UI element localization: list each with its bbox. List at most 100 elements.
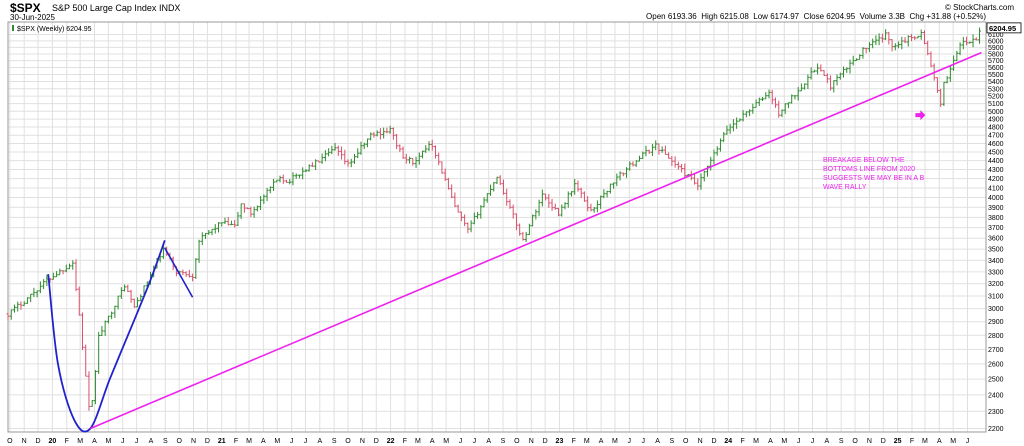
price-bar — [100, 326, 104, 337]
price-bar — [527, 223, 531, 236]
price-bar — [608, 183, 612, 194]
price-bar — [132, 298, 136, 308]
price-bar — [764, 92, 768, 100]
price-bar — [265, 187, 269, 202]
y-tick-label: 2800 — [988, 333, 1004, 340]
price-bar — [576, 180, 580, 192]
price-bar — [699, 173, 703, 190]
price-bar — [343, 149, 347, 165]
price-bar — [961, 37, 965, 50]
x-tick-label: S — [332, 438, 337, 445]
y-tick-label: 4100 — [988, 185, 1004, 192]
high-label: High — [701, 12, 718, 21]
price-bar — [573, 178, 577, 195]
price-bar — [262, 194, 266, 204]
price-bar — [757, 97, 761, 106]
price-bar — [748, 109, 752, 117]
price-bar — [615, 173, 619, 187]
price-bar — [472, 212, 476, 225]
price-bar — [582, 191, 586, 202]
price-bar — [330, 145, 334, 155]
price-bar — [126, 284, 130, 293]
x-tick-label: M — [922, 438, 928, 445]
price-bar — [25, 297, 29, 304]
price-bar — [602, 189, 606, 199]
price-bar — [123, 284, 127, 292]
x-tick-label: N — [529, 438, 534, 445]
price-bar — [968, 41, 972, 44]
price-bar — [51, 272, 55, 280]
y-tick-label: 3500 — [988, 247, 1004, 254]
annotation-note: BREAKAGE BELOW THE BOTTOMS LINE FROM 2020… — [823, 157, 925, 191]
x-tick-label: A — [655, 438, 660, 445]
change-value: +31.88 (+0.52%) — [926, 12, 986, 21]
x-tick-label: J — [966, 438, 970, 445]
price-bar — [440, 161, 444, 174]
price-bar — [349, 158, 353, 168]
price-bar — [838, 72, 842, 80]
price-bar — [479, 205, 483, 219]
volume-value: 3.3B — [888, 12, 906, 21]
price-bar — [728, 123, 732, 134]
price-bar — [469, 220, 473, 233]
x-tick-label: M — [77, 438, 83, 445]
x-tick-label: A — [825, 438, 830, 445]
price-bar — [877, 33, 881, 46]
price-bar — [919, 29, 923, 40]
x-tick-label: A — [486, 438, 491, 445]
price-bar — [922, 30, 926, 45]
price-bar — [553, 203, 557, 210]
price-bar — [340, 146, 344, 160]
price-bar — [777, 100, 781, 118]
price-bar — [437, 152, 441, 166]
last-price-label: 6204.95 — [989, 24, 1016, 33]
y-tick-label: 5500 — [988, 72, 1004, 79]
price-bar — [453, 192, 457, 208]
price-bar — [715, 146, 719, 156]
price-bar — [809, 67, 813, 80]
x-tick-label: N — [360, 438, 365, 445]
price-bar — [579, 187, 583, 199]
price-bar — [890, 39, 894, 52]
x-tick-label: D — [711, 438, 716, 445]
price-bar — [676, 161, 680, 170]
price-bar — [738, 118, 742, 122]
y-tick-label: 5900 — [988, 45, 1004, 52]
price-bar — [786, 102, 790, 109]
price-bar — [42, 279, 46, 290]
y-tick-label: 2200 — [988, 426, 1004, 433]
price-bar — [323, 150, 327, 162]
x-tick-label: M — [443, 438, 449, 445]
price-bar — [592, 207, 596, 213]
x-tick-label: J — [121, 438, 125, 445]
x-tick-label: A — [768, 438, 773, 445]
price-bar — [408, 156, 412, 164]
x-tick-label: D — [881, 438, 886, 445]
x-tick-label: 22 — [387, 438, 395, 445]
price-bar — [725, 125, 729, 135]
price-bar — [540, 189, 544, 207]
x-tick-label: M — [584, 438, 590, 445]
price-bar — [900, 36, 904, 50]
price-bar — [663, 145, 667, 156]
x-tick-label: A — [261, 438, 266, 445]
price-bar — [421, 150, 425, 159]
price-bar — [213, 224, 217, 234]
price-bar — [259, 195, 263, 211]
price-bar — [252, 206, 256, 218]
x-axis: O N D 20 F M A M J J A S O N D 21 F M A M J J A S O N D 22 F M A M J J A S O… — [7, 438, 969, 445]
price-bar — [136, 297, 140, 308]
price-bar — [297, 174, 301, 179]
price-bar — [38, 281, 42, 294]
y-tick-label: 3100 — [988, 293, 1004, 300]
price-bar — [842, 66, 846, 78]
price-bar — [375, 130, 379, 137]
y-tick-label: 5600 — [988, 65, 1004, 72]
annotation-line: WAVE RALLY — [823, 184, 867, 191]
x-tick-label: N — [867, 438, 872, 445]
high-value: 6215.08 — [719, 12, 749, 21]
price-bar — [242, 203, 246, 213]
price-bar — [301, 167, 305, 180]
price-bar — [544, 193, 548, 201]
